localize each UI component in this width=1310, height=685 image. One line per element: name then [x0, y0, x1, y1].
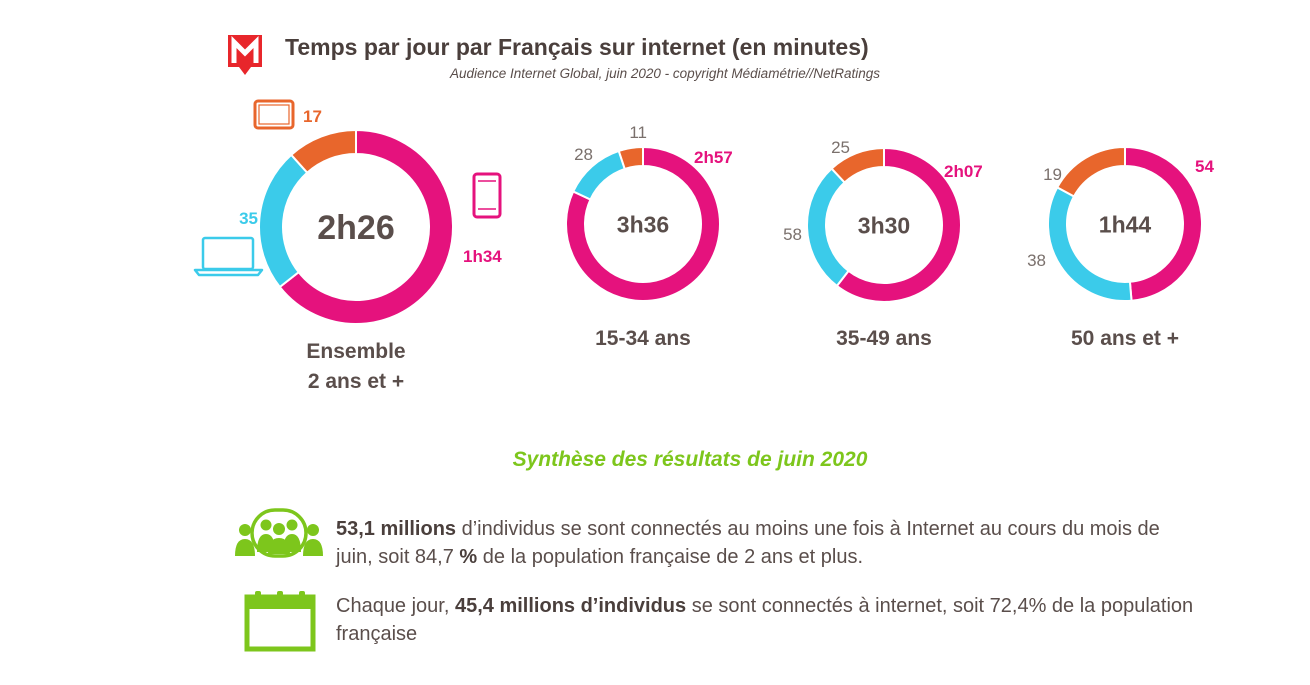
stat1-bold-pct: % — [459, 546, 478, 568]
stat1-bold: 53,1 millions — [336, 518, 457, 540]
donut-caption: 15-34 ans — [595, 327, 691, 350]
calendar-icon — [244, 591, 316, 652]
slice-label-computer: 38 — [1027, 251, 1046, 270]
slice-mobile — [278, 128, 454, 325]
synthesis-title: Synthèse des résultats de juin 2020 — [512, 448, 868, 471]
smartphone-icon — [472, 172, 502, 219]
donut-caption: Ensemble — [306, 340, 405, 363]
donut-caption: 35-49 ans — [836, 327, 932, 350]
slice-label-mobile: 54 — [1195, 157, 1214, 176]
stat1-text-b: de la population française de 2 ans et p… — [477, 546, 864, 568]
stat2-text-a: Chaque jour, — [336, 595, 455, 617]
slice-computer — [806, 167, 850, 288]
slice-label-mobile: 2h57 — [694, 148, 733, 167]
donut-chart-1: 2h26 1h34 35 17 Ensemble 2 ans et + — [239, 107, 502, 393]
slice-tablet — [1055, 145, 1126, 198]
slice-label-tablet: 25 — [831, 138, 850, 157]
page-title: Temps par jour par Français sur internet… — [285, 34, 869, 60]
stat1-text-a: d’individus se sont connectés au moins u… — [336, 518, 1160, 568]
donut-total-label: 3h36 — [617, 211, 669, 237]
tablet-icon — [253, 99, 295, 130]
slice-tablet — [830, 146, 885, 184]
slice-label-tablet: 17 — [303, 107, 322, 126]
page-subtitle: Audience Internet Global, juin 2020 - co… — [450, 66, 880, 81]
slice-mobile — [835, 146, 962, 303]
slice-label-computer: 35 — [239, 209, 258, 228]
slice-mobile — [565, 145, 721, 302]
donut-chart-2: 3h36 2h57 28 11 15-34 ans — [565, 123, 733, 350]
donut-caption: 2 ans et + — [308, 370, 404, 393]
donut-caption: 50 ans et + — [1071, 327, 1179, 350]
people-group-icon — [235, 508, 323, 558]
slice-tablet — [289, 128, 357, 175]
donut-total-label: 2h26 — [317, 209, 395, 247]
slice-label-computer: 58 — [783, 225, 802, 244]
donut-chart-3: 3h30 2h07 58 25 35-49 ans — [783, 138, 983, 350]
slice-computer — [1047, 186, 1133, 302]
slice-computer — [258, 153, 309, 289]
stat2-bold: 45,4 millions d’individus — [454, 595, 687, 617]
slice-label-tablet: 19 — [1043, 165, 1062, 184]
donut-chart-4: 1h44 54 38 19 50 ans et + — [1027, 145, 1214, 350]
slice-mobile — [1124, 145, 1204, 302]
slice-label-tablet: 11 — [629, 123, 647, 142]
slice-label-mobile: 1h34 — [463, 247, 502, 266]
mediametrie-logo — [228, 35, 262, 75]
stat-daily-reach: Chaque jour, 45,4 millions d’individus s… — [336, 592, 1196, 648]
slice-tablet — [617, 145, 644, 171]
stat2-text-b: se sont connectés à internet, soit 72,4%… — [336, 595, 1194, 645]
slice-label-mobile: 2h07 — [944, 162, 983, 181]
donut-total-label: 3h30 — [858, 212, 910, 238]
stat-monthly-reach: 53,1 millions d’individus se sont connec… — [336, 515, 1196, 571]
donut-charts: 2h26 1h34 35 17 Ensemble 2 ans et + 3h36 2h57 28… — [193, 99, 1214, 393]
laptop-icon — [193, 236, 264, 277]
slice-label-computer: 28 — [574, 145, 593, 164]
donut-total-label: 1h44 — [1099, 211, 1152, 237]
